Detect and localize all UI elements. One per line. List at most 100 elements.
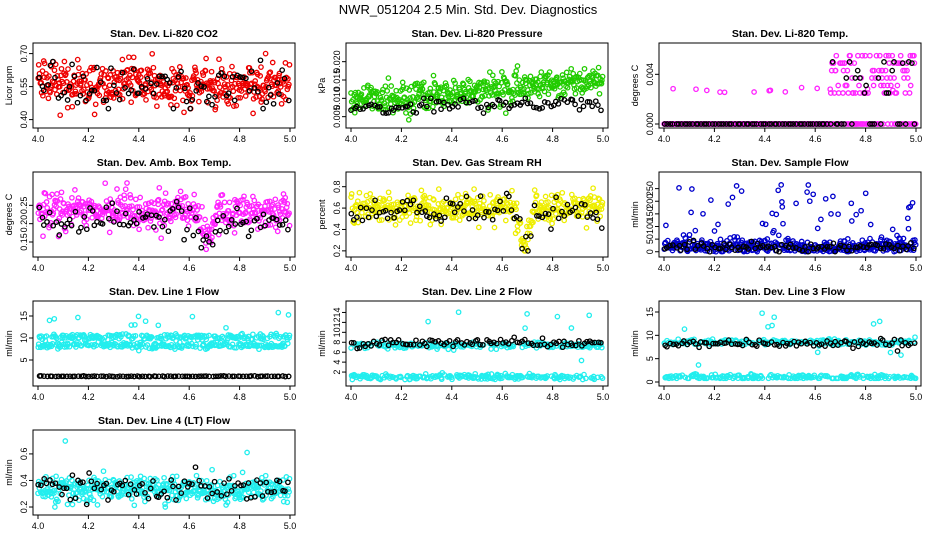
data-point — [422, 195, 428, 202]
data-point — [449, 89, 456, 96]
data-point — [717, 89, 723, 95]
y-axis-label: degrees C — [630, 64, 640, 106]
data-point — [820, 121, 827, 127]
series-main — [348, 185, 606, 254]
data-point — [385, 109, 392, 116]
data-point — [269, 59, 276, 66]
data-point — [103, 68, 109, 74]
data-point — [695, 121, 701, 127]
data-point — [103, 97, 110, 104]
data-point — [348, 191, 355, 197]
data-point — [208, 68, 215, 75]
data-point — [558, 95, 564, 102]
data-point — [830, 193, 836, 200]
data-point — [267, 69, 274, 76]
data-point — [407, 101, 414, 108]
data-point — [274, 228, 281, 235]
data-point — [267, 221, 274, 228]
data-point — [578, 201, 585, 207]
data-point — [829, 59, 836, 65]
data-point — [223, 324, 229, 331]
data-point — [721, 89, 728, 96]
data-point — [41, 60, 48, 67]
data-point — [357, 106, 363, 113]
data-point — [273, 216, 280, 223]
data-point — [108, 65, 114, 72]
data-point — [875, 75, 882, 81]
data-point — [598, 80, 605, 87]
data-point — [599, 202, 605, 208]
data-point — [46, 317, 53, 324]
y-tick-label: 0.20 — [19, 215, 29, 233]
data-point — [150, 90, 157, 97]
data-point — [751, 89, 757, 95]
data-point — [199, 203, 205, 210]
data-point — [258, 99, 265, 105]
data-point — [237, 202, 244, 209]
data-point — [541, 88, 548, 95]
data-point — [778, 182, 785, 188]
data-point — [69, 194, 75, 201]
data-point — [775, 187, 782, 194]
data-point — [876, 318, 883, 325]
data-point — [843, 82, 850, 89]
data-point — [416, 203, 423, 210]
data-point — [195, 228, 202, 235]
data-point — [260, 105, 266, 112]
panel-title: Stan. Dev. Line 2 Flow — [422, 286, 533, 298]
data-point — [595, 102, 601, 108]
data-point — [463, 99, 469, 106]
data-point — [782, 121, 789, 127]
data-point — [776, 121, 782, 127]
data-point — [733, 183, 740, 189]
data-point — [407, 95, 413, 101]
series-main — [661, 52, 919, 127]
data-point — [53, 473, 59, 480]
panel-title: Stan. Dev. Line 3 Flow — [735, 286, 846, 298]
x-tick-label: 4.4 — [133, 263, 146, 273]
data-point — [676, 185, 682, 191]
data-point — [762, 221, 769, 228]
x-tick-label: 4.2 — [82, 134, 95, 144]
data-point — [134, 204, 141, 210]
data-point — [170, 105, 177, 112]
data-point — [438, 221, 445, 228]
data-point — [827, 121, 834, 127]
data-point — [76, 65, 82, 71]
x-tick-label: 4.6 — [809, 263, 822, 273]
data-point — [509, 187, 515, 194]
data-point — [779, 204, 786, 210]
data-point — [276, 70, 283, 77]
data-point — [887, 75, 894, 81]
data-point — [75, 229, 82, 235]
data-point — [904, 75, 911, 81]
data-point — [251, 85, 258, 91]
data-point — [904, 215, 911, 222]
data-point — [111, 219, 117, 225]
data-point — [720, 121, 727, 127]
data-point — [195, 80, 201, 86]
data-point — [497, 198, 503, 205]
x-tick-label: 4.6 — [183, 134, 196, 144]
data-point — [576, 70, 583, 77]
data-point — [539, 214, 546, 221]
data-point — [870, 82, 877, 89]
data-point — [374, 89, 380, 95]
data-point — [201, 84, 207, 90]
data-point — [173, 198, 180, 205]
data-point — [902, 121, 909, 127]
data-point — [410, 197, 417, 204]
data-point — [533, 76, 540, 82]
data-point — [133, 71, 139, 78]
data-point — [878, 121, 884, 127]
data-point — [555, 100, 562, 107]
data-point — [176, 203, 183, 210]
data-point — [285, 75, 291, 82]
data-point — [530, 219, 536, 226]
series-overlay — [36, 198, 291, 251]
data-point — [359, 217, 366, 224]
data-point — [849, 121, 855, 127]
x-tick-label: 5.0 — [284, 134, 297, 144]
data-point — [285, 226, 291, 233]
data-point — [909, 60, 915, 66]
